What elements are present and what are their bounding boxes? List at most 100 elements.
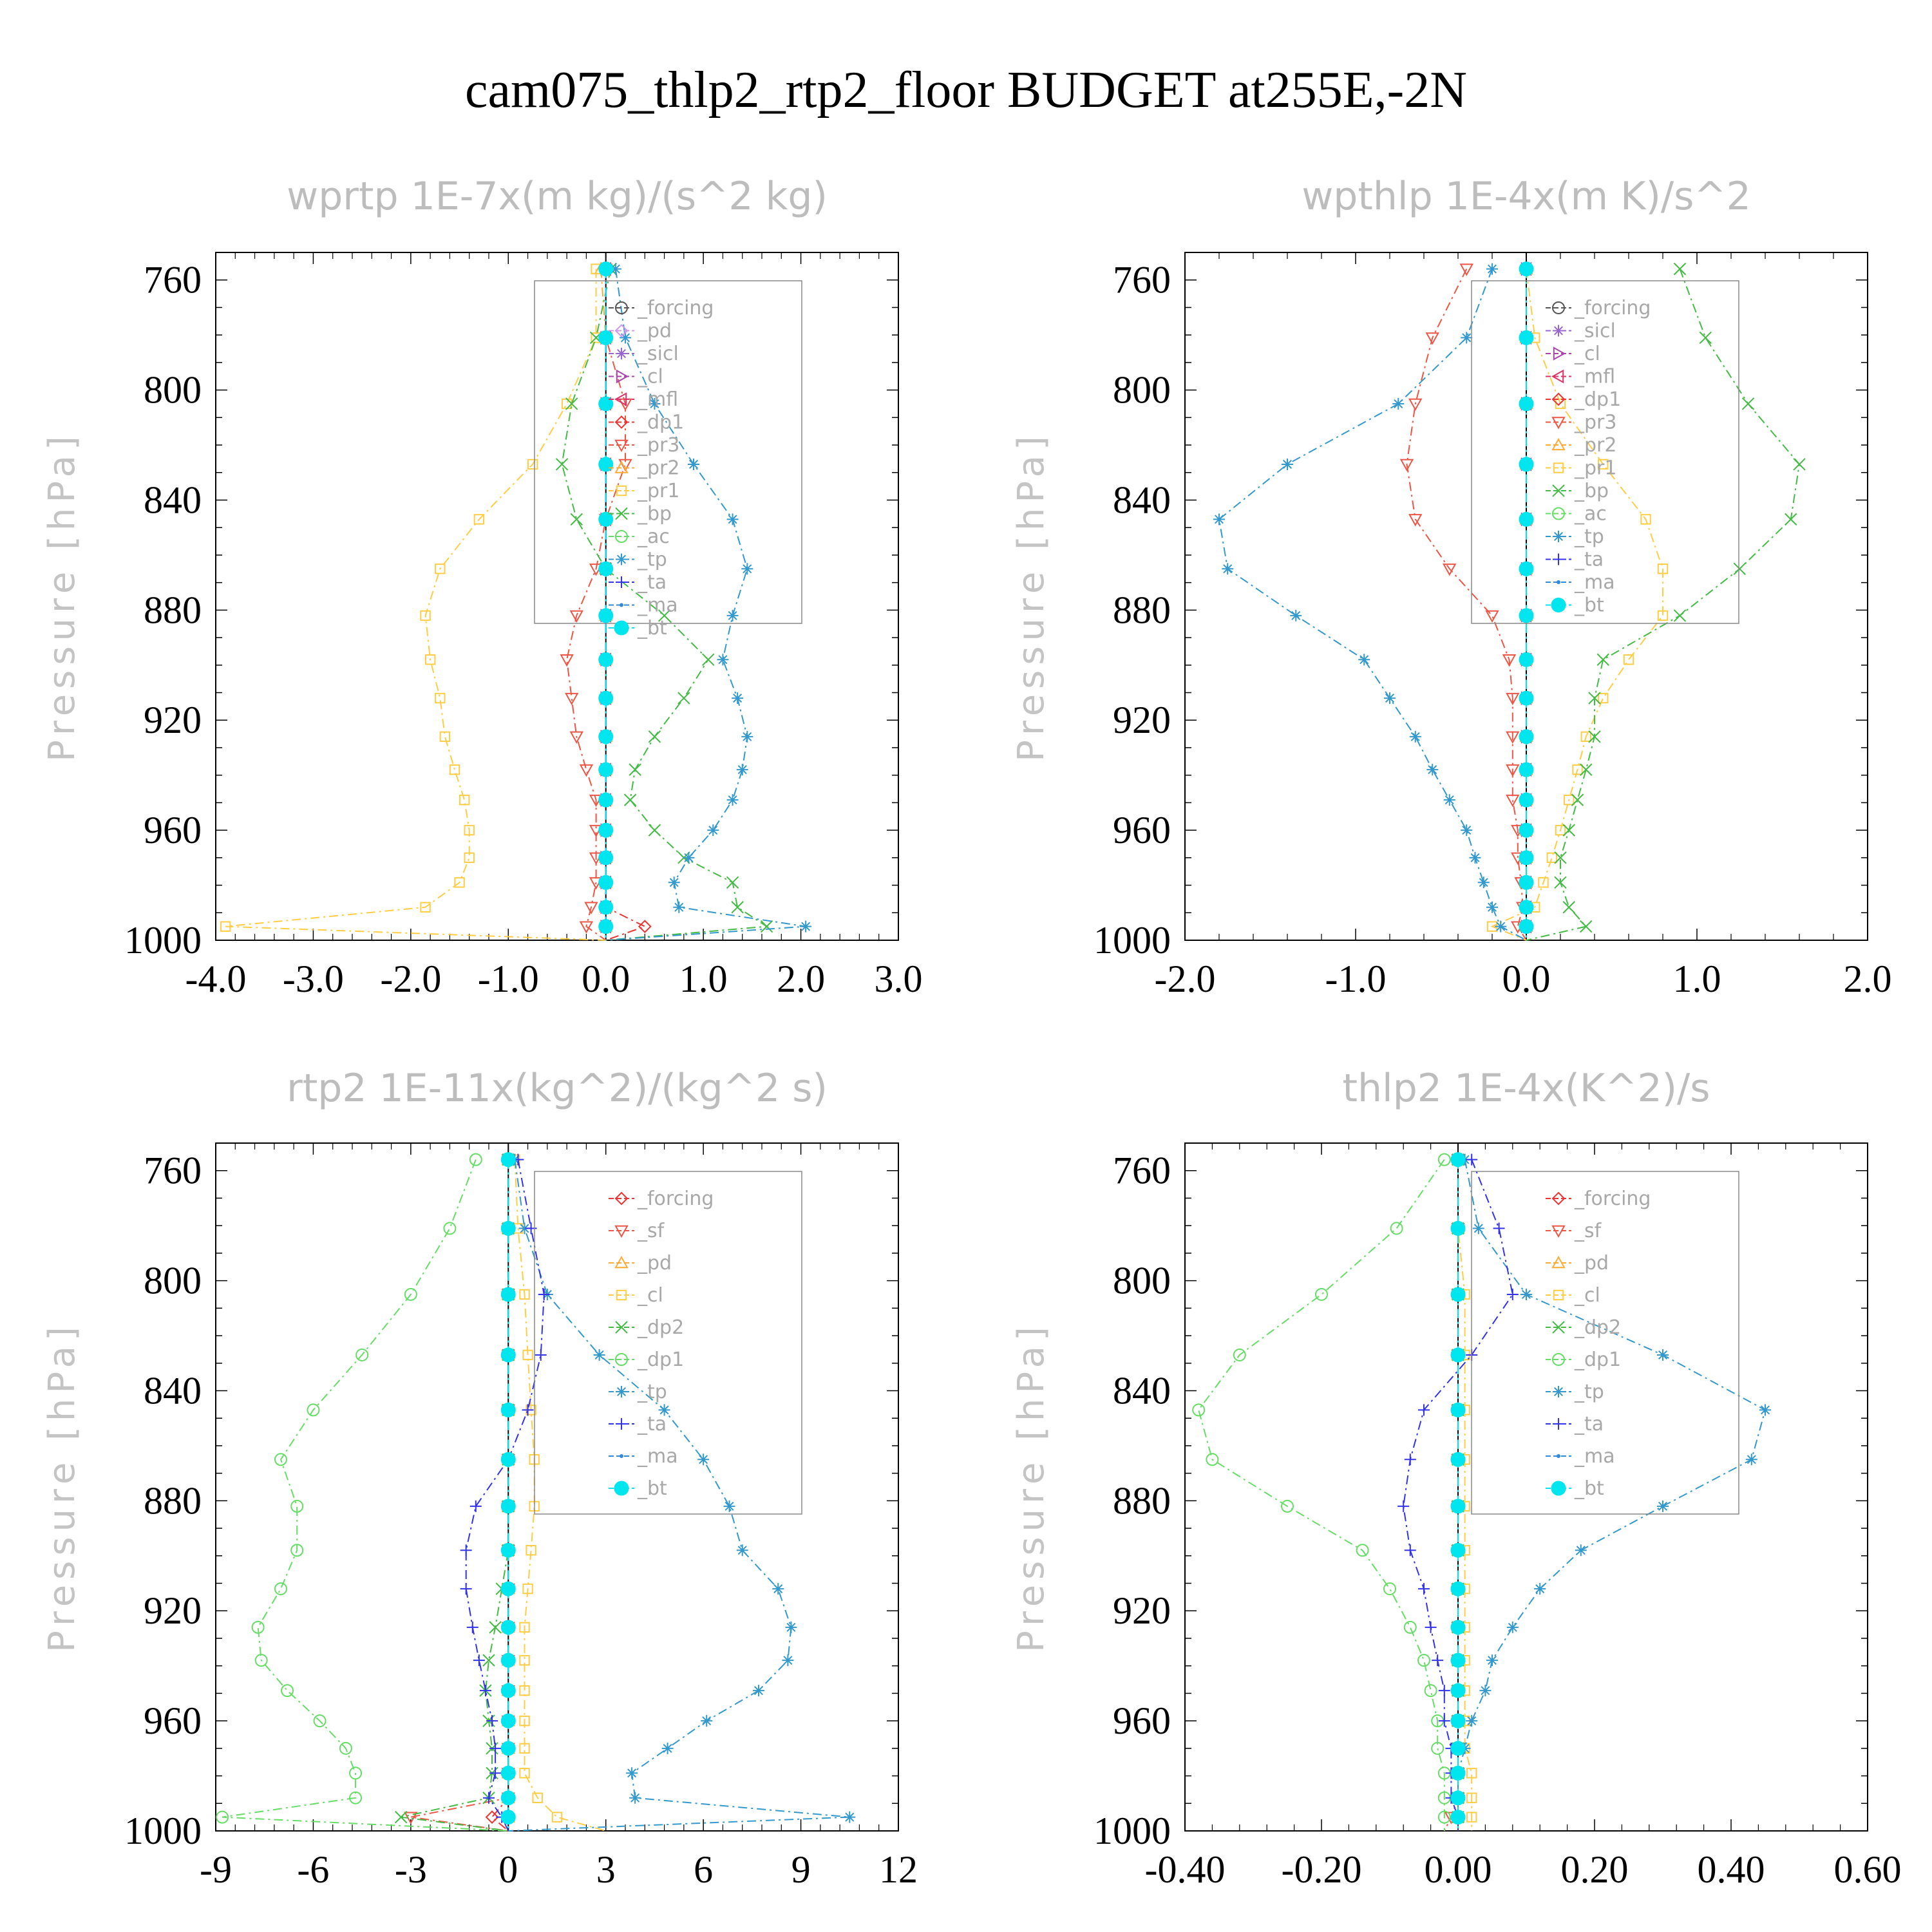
data-point xyxy=(598,919,614,934)
data-point xyxy=(1281,1499,1294,1513)
legend-marker xyxy=(616,576,627,588)
data-point xyxy=(1384,692,1396,705)
data-point xyxy=(313,1714,327,1728)
legend-label: _forcing xyxy=(1574,297,1651,319)
legend-label: _ta xyxy=(637,571,667,594)
data-point xyxy=(1519,561,1534,576)
y-tick-label: 800 xyxy=(144,369,202,412)
y-tick-label: 960 xyxy=(1113,1700,1171,1742)
data-point xyxy=(1571,793,1584,806)
data-point xyxy=(598,330,614,345)
data-point xyxy=(732,692,744,705)
legend-marker xyxy=(1553,531,1564,542)
series-dp1 xyxy=(216,1153,509,1832)
data-point xyxy=(485,1810,499,1824)
legend-marker xyxy=(1553,1418,1564,1430)
y-tick-label: 1000 xyxy=(1094,919,1171,961)
y-tick-label: 920 xyxy=(1113,699,1171,741)
legend-box xyxy=(534,1171,802,1515)
data-point xyxy=(254,1654,268,1667)
y-tick-label: 760 xyxy=(144,1150,202,1192)
data-point xyxy=(1443,794,1455,806)
data-point xyxy=(339,1741,352,1755)
data-point xyxy=(1477,876,1490,889)
legend-marker xyxy=(1552,1321,1565,1334)
legend-marker xyxy=(1551,417,1566,430)
data-point xyxy=(1397,1500,1410,1512)
data-point xyxy=(500,1765,516,1781)
legend-label: _ac xyxy=(637,526,670,548)
data-point xyxy=(1450,1452,1466,1467)
data-point xyxy=(1450,1287,1466,1302)
data-point xyxy=(1546,852,1557,864)
x-tick-label: 0.60 xyxy=(1834,1848,1902,1891)
data-point xyxy=(420,610,431,621)
data-point xyxy=(1588,692,1601,705)
data-point xyxy=(1793,458,1806,471)
data-point xyxy=(1519,396,1534,412)
data-point xyxy=(609,263,621,275)
y-tick-label: 880 xyxy=(1113,1479,1171,1522)
data-point xyxy=(1580,920,1593,933)
data-point xyxy=(355,1348,369,1361)
data-point xyxy=(460,1583,472,1595)
data-point xyxy=(1404,1454,1416,1466)
x-tick-label: 0.0 xyxy=(1502,958,1551,1000)
data-point xyxy=(620,332,631,344)
legend-marker xyxy=(615,1353,628,1366)
data-point xyxy=(1580,731,1591,743)
data-point xyxy=(1450,1790,1466,1806)
series-line xyxy=(1457,1159,1766,1831)
data-point xyxy=(290,1544,304,1557)
legend-label: _dp2 xyxy=(1574,1316,1621,1339)
panel-title: wpthlp 1E-4x(m K)/s^2 xyxy=(1302,174,1751,219)
data-point xyxy=(629,1792,641,1804)
legend-marker xyxy=(1551,1481,1566,1496)
data-point xyxy=(1519,900,1534,915)
data-point xyxy=(688,458,699,470)
legend-label: _tp xyxy=(637,549,667,571)
data-point xyxy=(1486,901,1498,913)
y-axis-label: Pressure [hPa] xyxy=(1010,1321,1052,1653)
data-point xyxy=(1450,1741,1466,1756)
data-point xyxy=(1519,457,1534,472)
data-point xyxy=(1450,1620,1466,1635)
series-line xyxy=(508,1159,850,1832)
data-point xyxy=(598,511,614,527)
data-point xyxy=(1485,610,1499,623)
legend-marker xyxy=(1552,301,1565,314)
data-point xyxy=(500,1542,516,1558)
legend-box xyxy=(534,280,802,624)
legend-label: _cl xyxy=(1574,1284,1600,1307)
data-point xyxy=(579,764,594,777)
legend-label: _cl xyxy=(637,366,663,388)
legend-label: _forcing xyxy=(1574,1188,1651,1210)
data-point xyxy=(726,609,739,621)
data-point xyxy=(1438,1715,1450,1727)
series-line xyxy=(491,1159,509,1832)
y-tick-label: 960 xyxy=(1113,809,1171,851)
data-point xyxy=(519,1685,530,1696)
data-point xyxy=(466,1621,478,1633)
legend-label: _bt xyxy=(1574,594,1604,617)
data-point xyxy=(519,1768,530,1779)
data-point xyxy=(469,1153,482,1166)
data-point xyxy=(538,1288,550,1300)
data-point xyxy=(469,1500,482,1512)
x-tick-label: 1.0 xyxy=(1673,958,1721,1000)
legend-label: _ma xyxy=(637,1445,678,1468)
legend-label: _pr3 xyxy=(637,434,679,457)
x-tick-label: -0.20 xyxy=(1282,1848,1362,1891)
data-point xyxy=(1519,608,1534,623)
legend-label: _sicl xyxy=(637,343,679,365)
legend: _forcing_sicl_cl_mfl_dp1_pr3_pr2_pr1_bp_… xyxy=(1471,280,1739,624)
data-point xyxy=(500,1452,516,1467)
legend-marker xyxy=(614,460,629,473)
data-point xyxy=(290,1499,304,1513)
data-point xyxy=(1418,1583,1430,1595)
x-tick-label: -3.0 xyxy=(283,958,344,1000)
data-point xyxy=(519,1654,530,1666)
series-line xyxy=(605,269,806,941)
legend-label: _dp1 xyxy=(637,1349,684,1371)
series-dp2 xyxy=(395,1153,515,1832)
